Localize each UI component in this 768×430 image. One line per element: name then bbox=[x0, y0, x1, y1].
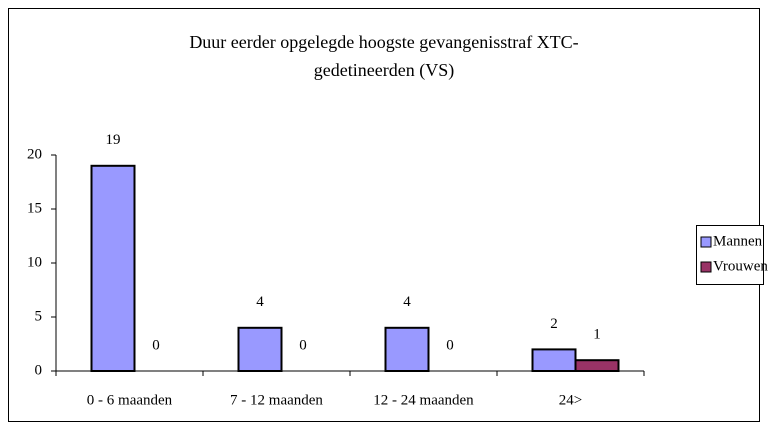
y-tick-label: 20 bbox=[27, 146, 42, 162]
x-tick-label: 0 - 6 maanden bbox=[87, 392, 173, 408]
value-label: 1 bbox=[593, 327, 601, 343]
chart-title: Duur eerder opgelegde hoogste gevangenis… bbox=[189, 32, 578, 52]
chart-title: gedetineerden (VS) bbox=[314, 60, 454, 81]
y-tick-label: 10 bbox=[27, 254, 42, 270]
y-tick-label: 0 bbox=[35, 362, 43, 378]
bar bbox=[574, 359, 620, 373]
value-label: 0 bbox=[152, 337, 160, 353]
bar bbox=[384, 326, 430, 372]
bar bbox=[237, 326, 283, 372]
x-tick-label: 7 - 12 maanden bbox=[230, 392, 323, 408]
value-label: 0 bbox=[446, 337, 454, 353]
legend-box bbox=[696, 225, 764, 285]
y-tick-label: 5 bbox=[35, 308, 43, 324]
x-tick-label: 24> bbox=[559, 392, 582, 408]
value-label: 19 bbox=[106, 132, 121, 148]
legend-swatch bbox=[700, 261, 712, 273]
legend-label: Mannen bbox=[713, 233, 763, 249]
legend-swatch bbox=[700, 236, 712, 248]
value-label: 2 bbox=[550, 316, 558, 332]
legend-label: Vrouwen bbox=[713, 258, 768, 274]
x-tick-label: 12 - 24 maanden bbox=[373, 392, 474, 408]
value-label: 0 bbox=[299, 337, 307, 353]
value-label: 4 bbox=[403, 294, 411, 310]
value-label: 4 bbox=[256, 294, 264, 310]
y-tick-label: 15 bbox=[27, 200, 42, 216]
bar bbox=[90, 164, 136, 372]
bar bbox=[531, 348, 577, 372]
